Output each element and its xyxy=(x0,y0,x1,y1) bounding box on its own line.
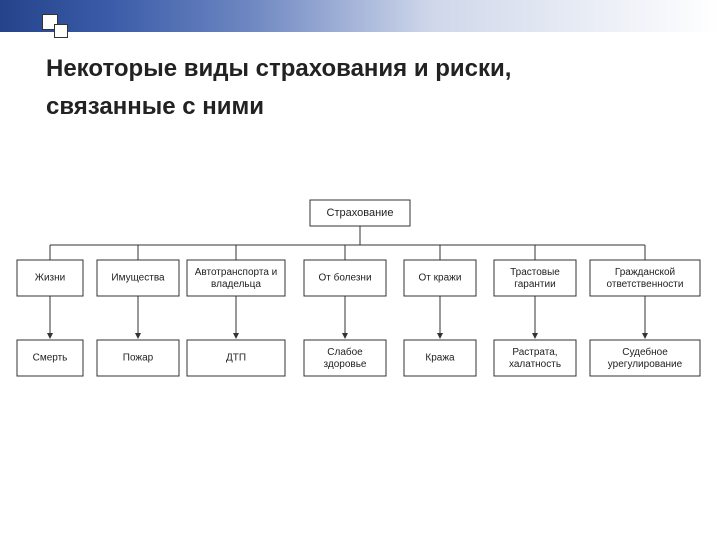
node-risk-label-0: Смерть xyxy=(33,353,68,364)
node-type-label-1: Имущества xyxy=(111,273,165,284)
node-type-label-0: Жизни xyxy=(35,273,66,284)
node-type-label-4: От кражи xyxy=(419,273,462,284)
node-risk-label-4: Кража xyxy=(425,353,455,364)
slide: Некоторые виды страхования и риски, связ… xyxy=(0,0,720,540)
title-line2: связанные с ними xyxy=(46,93,264,120)
node-type-label-3: От болезни xyxy=(318,272,371,284)
node-risk-label-1: Пожар xyxy=(123,353,154,364)
node-type-label-5: Трастовыегарантии xyxy=(510,267,560,290)
title-line1: Некоторые виды страхования и риски, xyxy=(46,55,511,82)
slide-title: Некоторые виды страхования и риски, связ… xyxy=(46,50,680,127)
node-type-label-6: Гражданскойответственности xyxy=(607,267,684,290)
accent-bar xyxy=(0,0,720,32)
node-risk-label-2: ДТП xyxy=(226,353,246,364)
tree-diagram: СтрахованиеЖизниСмертьИмуществаПожарАвто… xyxy=(0,190,720,450)
node-root-label: Страхование xyxy=(327,207,394,219)
node-risk-label-5: Растрата,халатность xyxy=(509,347,561,370)
bullet-square-2 xyxy=(54,24,68,38)
